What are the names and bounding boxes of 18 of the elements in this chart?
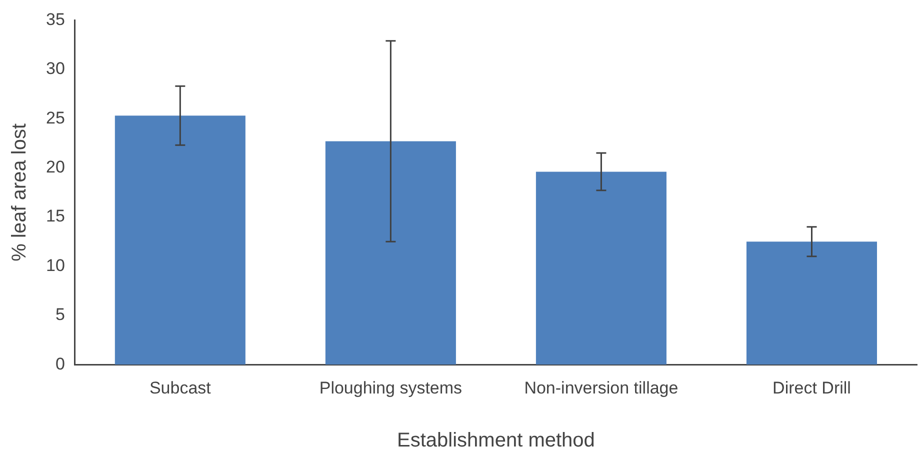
y-tick-label: 10 <box>46 256 65 275</box>
bar <box>325 141 456 365</box>
bar <box>114 116 246 365</box>
y-tick-label: 25 <box>46 108 65 128</box>
y-tick-label: 35 <box>46 10 65 29</box>
y-tick-label: 15 <box>46 206 65 226</box>
y-axis-title: % leaf area lost <box>8 123 31 262</box>
x-tick-label: Direct Drill <box>772 378 851 398</box>
x-tick-label: Non-inversion tillage <box>524 378 678 398</box>
y-tick-label: 0 <box>55 354 65 374</box>
x-axis-title: Establishment method <box>397 430 595 452</box>
y-tick-label: 30 <box>46 59 65 78</box>
y-tick-label: 20 <box>46 157 65 176</box>
bar <box>536 172 666 365</box>
x-tick-label: Ploughing systems <box>319 378 462 398</box>
y-tick-label: 5 <box>55 305 65 324</box>
x-tick-label: Subcast <box>149 378 212 398</box>
bar <box>746 242 877 365</box>
